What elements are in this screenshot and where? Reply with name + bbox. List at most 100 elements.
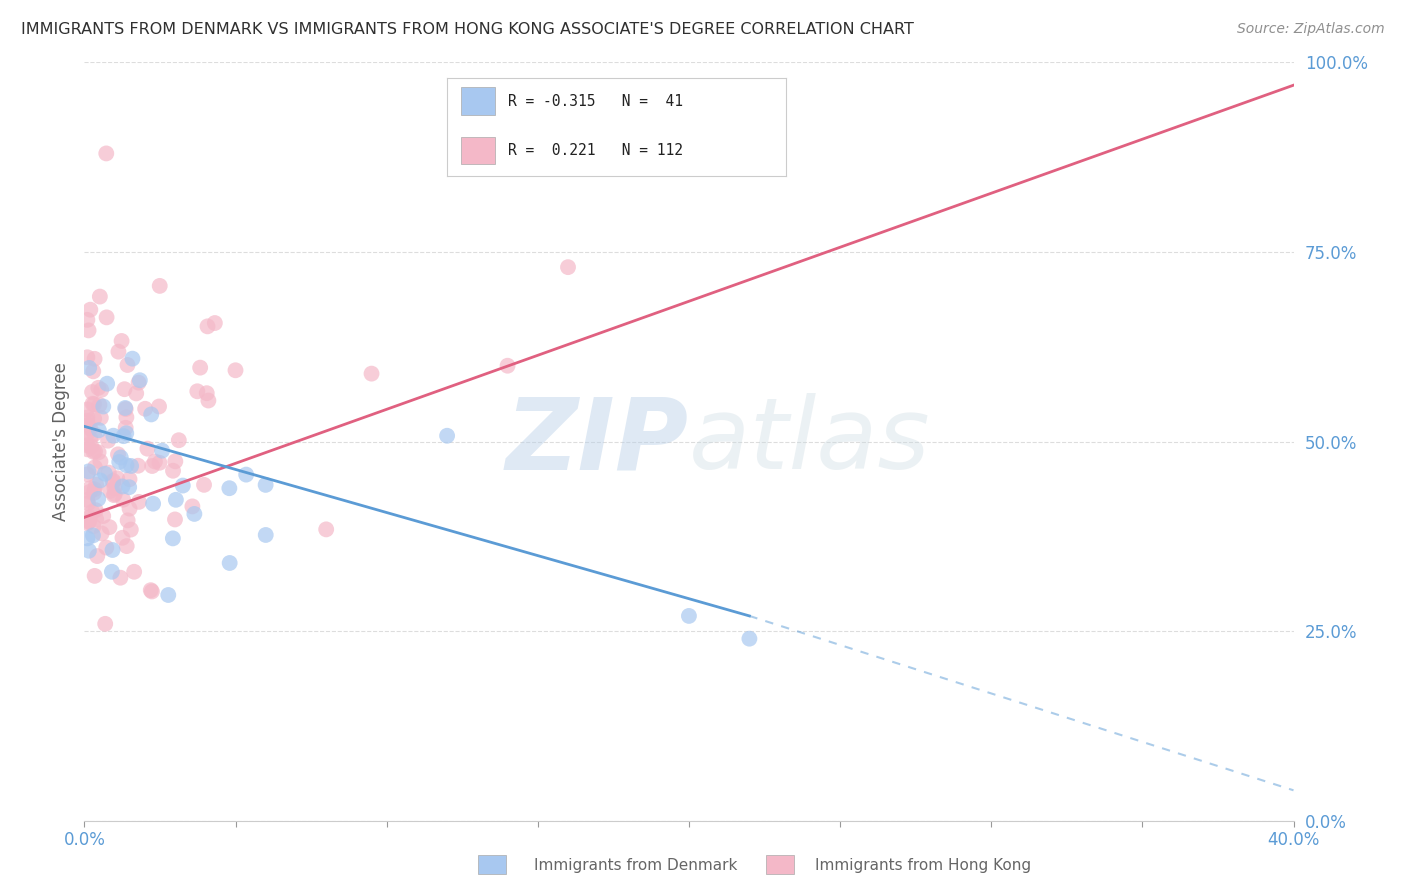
Point	[738, 632, 761, 646]
Point	[218, 481, 240, 495]
Point	[76, 402, 98, 417]
Point	[235, 467, 257, 482]
Point	[80, 385, 103, 400]
Point	[82, 505, 104, 519]
Point	[76, 410, 98, 425]
Point	[89, 474, 111, 488]
Point	[76, 467, 98, 482]
Point	[141, 408, 163, 422]
Point	[183, 507, 205, 521]
Point	[111, 531, 134, 545]
Point	[77, 543, 100, 558]
Point	[83, 351, 105, 366]
Point	[76, 492, 98, 507]
Point	[77, 464, 100, 478]
Point	[84, 512, 107, 526]
Point	[678, 608, 700, 623]
Point	[84, 477, 107, 491]
Point	[89, 289, 111, 303]
Point	[117, 358, 139, 372]
Point	[188, 360, 211, 375]
Point	[96, 541, 118, 555]
Point	[87, 491, 110, 506]
Point	[105, 471, 128, 485]
Point	[103, 428, 125, 442]
Point	[165, 454, 187, 468]
Point	[197, 393, 219, 408]
Point	[91, 400, 114, 414]
Point	[142, 497, 165, 511]
Point	[83, 397, 105, 411]
Point	[86, 549, 108, 563]
Point	[254, 528, 277, 542]
Point	[83, 569, 105, 583]
Point	[84, 460, 107, 475]
Point	[79, 432, 101, 446]
Point	[83, 411, 105, 425]
Point	[76, 351, 98, 365]
Point	[79, 302, 101, 317]
Point	[76, 426, 98, 441]
Point	[218, 556, 240, 570]
Point	[89, 398, 111, 412]
Point	[90, 526, 112, 541]
Point	[103, 481, 125, 495]
Text: atlas: atlas	[689, 393, 931, 490]
Point	[77, 323, 100, 337]
Point	[107, 344, 129, 359]
Point	[225, 363, 247, 377]
Point	[76, 532, 98, 546]
Point	[87, 445, 110, 459]
Point	[112, 429, 135, 443]
Point	[76, 442, 98, 457]
Point	[360, 367, 382, 381]
Point	[110, 450, 132, 465]
Point	[115, 458, 138, 473]
Point	[83, 483, 105, 497]
Point	[557, 260, 579, 275]
Point	[128, 373, 150, 387]
Point	[148, 400, 170, 414]
Point	[141, 584, 163, 599]
Point	[110, 334, 132, 348]
Point	[79, 484, 101, 499]
Point	[254, 478, 277, 492]
Point	[83, 519, 105, 533]
Point	[77, 496, 100, 510]
Point	[94, 467, 117, 481]
Point	[165, 492, 187, 507]
Point	[96, 310, 118, 325]
Point	[115, 426, 138, 441]
Point	[94, 616, 117, 631]
Point	[82, 397, 104, 411]
Point	[186, 384, 208, 399]
Point	[127, 458, 149, 473]
Point	[79, 514, 101, 528]
Point	[83, 445, 105, 459]
Point	[120, 458, 142, 473]
Text: ZIP: ZIP	[506, 393, 689, 490]
Text: Immigrants from Denmark: Immigrants from Denmark	[534, 858, 738, 872]
Point	[82, 528, 104, 542]
Point	[98, 483, 121, 498]
Point	[149, 279, 172, 293]
Point	[90, 383, 112, 397]
Point	[139, 583, 162, 598]
Point	[77, 360, 100, 375]
Point	[115, 410, 138, 425]
Point	[118, 501, 141, 516]
Point	[101, 565, 124, 579]
Point	[193, 478, 215, 492]
Point	[118, 480, 141, 494]
Point	[103, 474, 125, 488]
Point	[90, 410, 112, 425]
Point	[496, 359, 519, 373]
Point	[96, 146, 118, 161]
Y-axis label: Associate's Degree: Associate's Degree	[52, 362, 70, 521]
Point	[103, 488, 125, 502]
Point	[114, 402, 136, 417]
Text: Immigrants from Hong Kong: Immigrants from Hong Kong	[815, 858, 1032, 872]
Point	[101, 475, 124, 489]
Point	[117, 513, 139, 527]
Point	[91, 509, 114, 524]
